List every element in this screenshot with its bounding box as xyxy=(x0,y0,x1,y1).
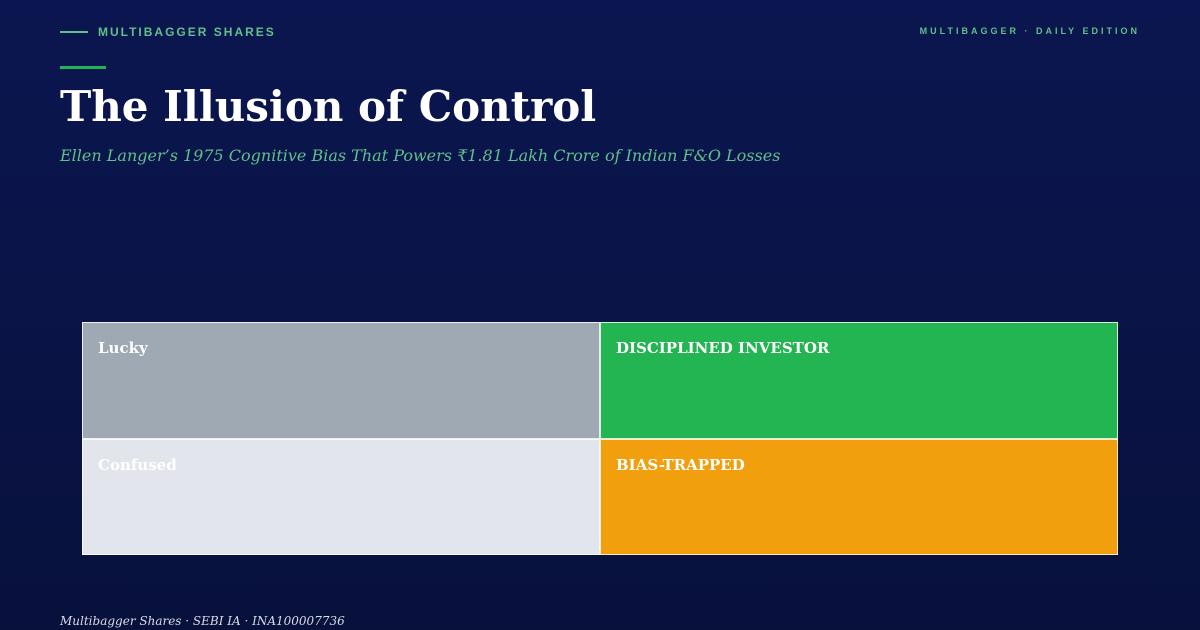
subtitle: Ellen Langer’s 1975 Cognitive Bias That … xyxy=(60,146,781,165)
title: The Illusion of Control xyxy=(60,82,597,131)
brand-dash xyxy=(60,31,88,33)
matrix-cell: DISCIPLINED INVESTOR xyxy=(600,322,1118,439)
matrix-cell: Confused xyxy=(82,438,600,555)
title-rule xyxy=(60,66,106,69)
matrix-cell: Lucky xyxy=(82,322,600,439)
edition: MULTIBAGGER · DAILY EDITION xyxy=(919,26,1140,36)
brand: MULTIBAGGER SHARES xyxy=(60,25,276,39)
matrix-cell: BIAS-TRAPPED xyxy=(600,438,1118,555)
matrix: Lucky DISCIPLINED INVESTOR Confused BIAS-TR… xyxy=(82,322,1118,555)
footer: Multibagger Shares · SEBI IA · INA100007… xyxy=(60,614,345,628)
brand-text: MULTIBAGGER SHARES xyxy=(98,25,276,39)
